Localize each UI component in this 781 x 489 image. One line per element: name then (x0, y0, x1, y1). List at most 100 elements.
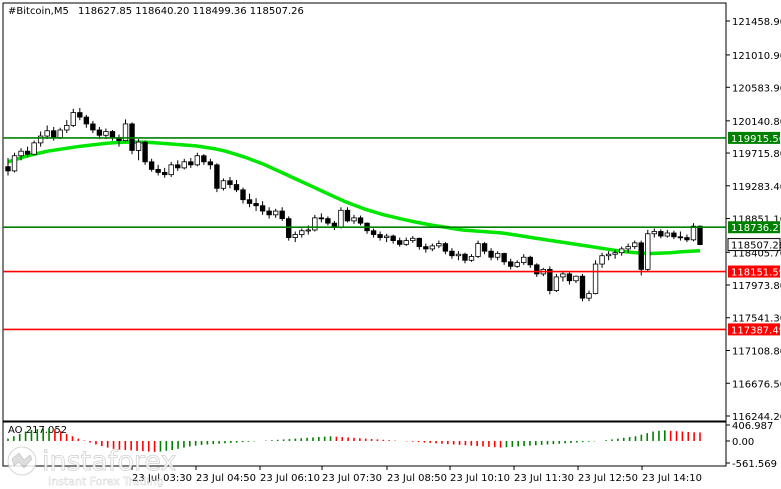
candle-body (103, 131, 109, 136)
candle-body (481, 243, 488, 252)
candle-body (292, 234, 298, 238)
time-tick-label: 23 Jul 10:10 (450, 473, 510, 484)
candle-body (122, 123, 129, 141)
current-price-tag (727, 238, 781, 252)
price-tick-label: 121010.90 (732, 51, 781, 62)
price-tick-label: 116244.20 (732, 412, 781, 423)
price-axis: 121458.90 121010.90 120583.90 120140.80 1197… (726, 17, 781, 423)
candle-body (168, 164, 174, 176)
chart-header: #Bitcoin,M5 118627.85 118640.20 118499.3… (8, 6, 304, 17)
candle-body (697, 225, 703, 245)
candle-body (37, 135, 44, 144)
price-tick-label: 119283.40 (732, 182, 781, 193)
candle-body (677, 236, 684, 239)
candle-body (266, 210, 272, 216)
candle-body (227, 180, 233, 185)
candle-body (462, 253, 468, 261)
price-tick-label: 119715.80 (732, 149, 781, 160)
candle-body (286, 218, 292, 238)
price-tick-label: 118405.70 (732, 248, 781, 259)
candle-body (155, 168, 161, 173)
candle-body (135, 141, 142, 151)
candle-body (390, 235, 396, 241)
candle-body (429, 245, 436, 250)
level-tag-label: 119915.56 (731, 134, 781, 145)
candle-body (449, 250, 455, 257)
candle-body (325, 218, 331, 224)
moving-average-layer (7, 140, 701, 256)
candle-body (272, 210, 279, 216)
candle-body (436, 243, 442, 247)
candle-body (625, 246, 631, 250)
time-tick-label: 23 Jul 11:30 (514, 473, 574, 484)
time-tick-label: 23 Jul 04:50 (196, 473, 256, 484)
candle-body (161, 172, 168, 176)
candle-body (475, 243, 481, 257)
level-tag (728, 221, 780, 234)
candle-body (357, 217, 364, 224)
candle-body (658, 231, 664, 237)
candle-body (442, 243, 449, 252)
candle-body (612, 252, 618, 255)
candle-body (501, 253, 507, 263)
current-price-marker: 118507.26 (727, 238, 781, 252)
price-tick-label: 116676.50 (732, 379, 781, 390)
candle-body (207, 161, 214, 166)
main-plot-frame (2, 2, 727, 422)
candle-body (83, 116, 90, 125)
candle-body (592, 263, 599, 295)
candle-body (312, 217, 318, 231)
candle-body (246, 199, 253, 204)
candle-body (416, 237, 422, 248)
candle-body (148, 161, 155, 170)
candle-body (618, 248, 625, 254)
candle-body (566, 273, 573, 282)
level-tag-label: 118736.27 (731, 223, 781, 234)
candle-body (560, 273, 566, 278)
price-tick-label: 120140.80 (732, 117, 781, 128)
candle-body (188, 161, 194, 166)
candle-body (403, 240, 409, 245)
candle-body (318, 217, 325, 220)
candle-body (142, 141, 148, 163)
logo-mark-icon (7, 446, 37, 476)
ao-histogram (7, 428, 701, 452)
ao-tick-label: -561.569 (732, 459, 777, 470)
time-tick-label: 23 Jul 06:10 (260, 473, 320, 484)
candle-body (44, 130, 50, 137)
level-tag-label: 117387.49 (731, 325, 781, 336)
level-lines[interactable]: 119915.56 118736.27 118151.59 117387.49 (3, 131, 781, 336)
candle-body (194, 155, 201, 166)
candle-body (90, 123, 96, 131)
candle-body (383, 235, 390, 238)
candle-body (331, 222, 338, 228)
time-tick-label: 23 Jul 12:50 (578, 473, 638, 484)
candle-body (51, 130, 57, 138)
candle-body (488, 250, 494, 258)
moving-average-line (7, 140, 701, 256)
watermark-brand: instaforex (42, 446, 176, 477)
time-axis: 23 Jul 03:30 23 Jul 04:50 23 Jul 06:10 23 J… (131, 466, 702, 484)
candle-body (410, 237, 416, 241)
candle-body (690, 225, 697, 241)
ao-tick-label: 406.987 (732, 421, 773, 432)
candle-body (214, 164, 220, 189)
candle-body (514, 262, 520, 267)
price-tick-label: 120583.90 (732, 83, 781, 94)
candle-body (18, 150, 24, 157)
candle-body (651, 231, 657, 235)
candle-body (233, 184, 240, 191)
ao-tick-label: 0.00 (732, 437, 754, 448)
candle-body (579, 275, 586, 299)
price-tick-label: 117541.30 (732, 314, 781, 325)
candle-body (351, 217, 357, 222)
level-tag (728, 323, 780, 336)
candle-body (586, 293, 592, 299)
candle-body (573, 275, 579, 282)
candle-body (645, 233, 651, 270)
candle-body (397, 240, 403, 245)
candle-body (109, 131, 116, 138)
price-tick-label: 117108.80 (732, 347, 781, 358)
candle-body (220, 180, 227, 189)
